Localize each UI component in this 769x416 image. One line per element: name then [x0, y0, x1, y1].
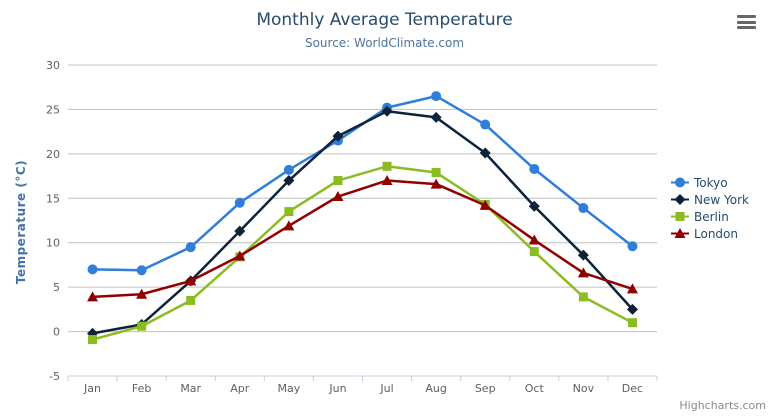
point-new-york[interactable]: [332, 130, 344, 142]
y-axis-label: 5: [53, 281, 60, 294]
y-axis-title: Temperature (°C): [14, 159, 28, 285]
point-london[interactable]: [381, 175, 393, 186]
x-axis-label: Aug: [425, 382, 446, 395]
y-axis-label: 25: [46, 103, 60, 116]
hamburger-icon: [737, 15, 756, 18]
point-berlin[interactable]: [431, 168, 441, 178]
x-axis-label: Feb: [132, 382, 151, 395]
series-line-new-york: [91, 109, 634, 335]
legend-item-tokyo[interactable]: Tokyo: [671, 174, 749, 191]
point-berlin[interactable]: [186, 295, 196, 305]
hamburger-icon: [737, 26, 756, 29]
point-london[interactable]: [185, 275, 197, 286]
series-tokyo: [87, 91, 638, 276]
point-new-york[interactable]: [234, 225, 246, 237]
x-axis-label: Jul: [379, 382, 393, 395]
point-new-york[interactable]: [283, 175, 295, 187]
legend-label: Berlin: [694, 209, 729, 224]
x-axis-label: Apr: [230, 382, 250, 395]
point-berlin[interactable]: [529, 247, 539, 257]
legend-marker-berlin: [675, 212, 685, 221]
x-axis-label: Sep: [475, 382, 496, 395]
y-axis-label: -5: [49, 370, 60, 383]
point-berlin[interactable]: [382, 161, 392, 171]
point-new-york[interactable]: [430, 111, 442, 123]
point-london[interactable]: [479, 199, 491, 210]
chart-title: Monthly Average Temperature: [256, 10, 513, 30]
x-axis-label: Dec: [622, 382, 643, 395]
point-berlin[interactable]: [137, 321, 147, 331]
point-london[interactable]: [430, 178, 442, 189]
highcharts-credit[interactable]: Highcharts.com: [679, 399, 766, 412]
y-axis-label: 0: [53, 326, 60, 339]
point-tokyo[interactable]: [431, 91, 442, 102]
point-tokyo[interactable]: [283, 164, 294, 175]
point-london[interactable]: [234, 250, 246, 261]
point-tokyo[interactable]: [136, 265, 147, 276]
point-berlin[interactable]: [88, 335, 98, 345]
square-marker-icon: [671, 212, 689, 221]
point-london[interactable]: [626, 283, 638, 294]
point-tokyo[interactable]: [480, 119, 491, 130]
legend-marker-london: [674, 228, 686, 238]
point-london[interactable]: [87, 291, 99, 302]
point-tokyo[interactable]: [627, 241, 638, 252]
series-line-berlin: [91, 165, 634, 341]
point-london[interactable]: [332, 191, 344, 202]
y-axis-label: 20: [46, 148, 60, 161]
x-axis-label: May: [278, 382, 301, 395]
x-axis-label: Jun: [328, 382, 346, 395]
point-berlin[interactable]: [578, 292, 588, 302]
series-london: [87, 175, 638, 302]
point-new-york[interactable]: [577, 249, 589, 261]
point-tokyo[interactable]: [87, 264, 98, 275]
series-new-york: [87, 105, 638, 339]
point-london[interactable]: [528, 234, 540, 245]
x-axis-label: Mar: [180, 382, 201, 395]
circle-marker-icon: [671, 177, 689, 188]
legend-item-new-york[interactable]: New York: [671, 191, 749, 208]
legend-marker-tokyo: [675, 177, 685, 188]
point-tokyo[interactable]: [578, 203, 589, 214]
point-berlin[interactable]: [333, 176, 343, 186]
series-line-london: [91, 179, 634, 299]
point-tokyo[interactable]: [185, 242, 196, 253]
point-new-york[interactable]: [528, 200, 540, 212]
legend-label: Tokyo: [694, 175, 728, 190]
series-berlin: [88, 161, 637, 345]
x-axis-label: Jan: [83, 382, 101, 395]
point-tokyo[interactable]: [529, 163, 540, 174]
point-london[interactable]: [283, 220, 295, 231]
point-tokyo[interactable]: [234, 197, 245, 208]
diamond-marker-icon: [671, 194, 689, 205]
hamburger-icon: [737, 20, 756, 24]
legend-item-berlin[interactable]: Berlin: [671, 208, 749, 225]
x-axis-label: Oct: [525, 382, 545, 395]
legend-label: London: [694, 226, 738, 241]
legend-label: New York: [694, 192, 749, 207]
y-axis-label: 30: [46, 59, 60, 72]
y-axis-label: 15: [46, 192, 60, 205]
point-new-york[interactable]: [381, 105, 393, 117]
point-new-york[interactable]: [626, 303, 638, 315]
triangle-marker-icon: [671, 228, 689, 238]
point-berlin[interactable]: [284, 207, 294, 217]
point-berlin[interactable]: [627, 318, 637, 328]
legend-marker-new-york: [674, 194, 686, 205]
x-axis-label: Nov: [573, 382, 595, 395]
point-london[interactable]: [136, 288, 148, 299]
point-new-york[interactable]: [479, 147, 491, 159]
series-line-tokyo: [91, 94, 634, 272]
legend: Tokyo New York Berlin London: [671, 174, 749, 242]
chart-subtitle: Source: WorldClimate.com: [304, 36, 465, 50]
legend-item-london[interactable]: London: [671, 225, 749, 242]
export-menu-button[interactable]: [737, 15, 756, 29]
point-london[interactable]: [577, 267, 589, 278]
y-axis-label: 10: [46, 237, 60, 250]
